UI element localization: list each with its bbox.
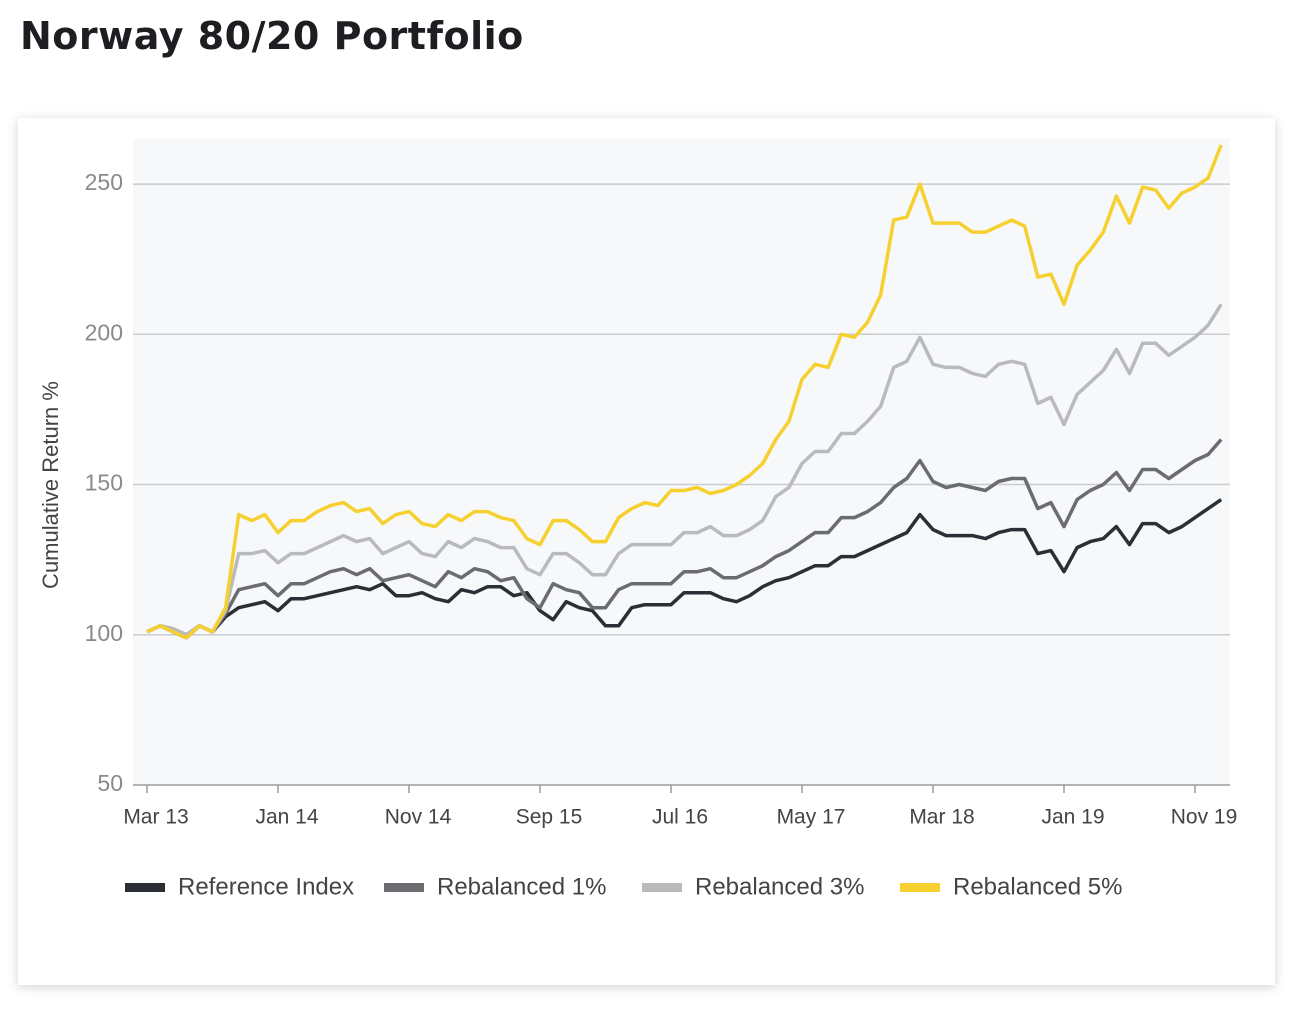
y-tick-label: 50 (97, 770, 123, 796)
x-tick-label: Nov 19 (1171, 806, 1238, 829)
x-tick-label: Jan 14 (255, 806, 318, 829)
series-line (146, 498, 1223, 640)
chart-title: Norway 80/20 Portfolio (20, 14, 524, 58)
x-tick-label: May 17 (777, 806, 846, 829)
chart: Cumulative Return % 50 100 150 200 250 Mar 13… (38, 139, 1238, 900)
y-tick-label: 250 (85, 169, 123, 195)
y-tick-label: 150 (85, 470, 123, 496)
series-line (146, 438, 1223, 637)
plot-background (133, 139, 1230, 785)
x-tick-label: Jan 19 (1041, 806, 1104, 829)
series-line (146, 303, 1223, 637)
legend-label: Reference Index (178, 873, 354, 900)
chart-card: Cumulative Return % 50 100 150 200 250 Mar 13… (18, 118, 1275, 985)
y-tick-label: 200 (85, 319, 123, 345)
legend-swatch (384, 883, 424, 892)
legend-swatch (642, 883, 682, 892)
x-tick-label: Nov 14 (385, 806, 452, 829)
series-line (146, 144, 1223, 640)
x-tick-label: Mar 13 (123, 806, 188, 829)
y-tick-label: 100 (85, 620, 123, 646)
legend-swatch (900, 883, 940, 892)
y-axis-title: Cumulative Return % (38, 381, 63, 589)
x-tick-label: Mar 18 (909, 806, 974, 829)
legend-label: Rebalanced 3% (695, 873, 864, 900)
legend-label: Rebalanced 1% (437, 873, 606, 900)
legend-swatch (125, 883, 165, 892)
x-tick-label: Jul 16 (652, 806, 708, 829)
x-tick-label: Sep 15 (516, 806, 583, 829)
legend-label: Rebalanced 5% (953, 873, 1122, 900)
